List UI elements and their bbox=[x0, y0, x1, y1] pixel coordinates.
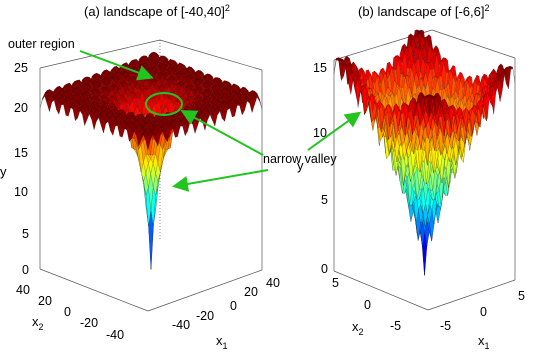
outer-region-label: outer region bbox=[8, 37, 75, 51]
panel-a-title: (a) landscape of [-40,40]2 bbox=[84, 3, 230, 19]
panel-a-x2label: x2 bbox=[32, 314, 44, 332]
x2tick-label: 5 bbox=[332, 276, 339, 290]
ytick-label: 0 bbox=[22, 263, 29, 277]
panel-b-axes-box bbox=[333, 29, 516, 311]
panel-b-ylabel: y bbox=[297, 158, 304, 173]
x1tick-label: 20 bbox=[244, 285, 258, 299]
panel-a-surface bbox=[39, 51, 263, 270]
ytick-label: 5 bbox=[321, 193, 328, 207]
narrow-valley-arrow-b bbox=[307, 111, 362, 151]
x1tick-label: -5 bbox=[440, 319, 451, 333]
ytick-label: 10 bbox=[313, 126, 327, 140]
x2tick-label: -40 bbox=[106, 328, 124, 342]
panel-b-x1ticks: -5 0 5 bbox=[440, 289, 525, 333]
ytick-label: 0 bbox=[321, 262, 328, 276]
ytick-label: 25 bbox=[14, 61, 28, 75]
surface-facet bbox=[427, 96, 433, 113]
panel-b-title: (b) landscape of [-6,6]2 bbox=[358, 3, 489, 19]
x2tick-label: 20 bbox=[38, 294, 52, 308]
valley-ring bbox=[145, 92, 183, 116]
outer-region-arrow bbox=[79, 50, 154, 81]
ytick-label: 10 bbox=[14, 185, 28, 199]
ytick-label: 20 bbox=[14, 101, 28, 115]
x2tick-label: 40 bbox=[16, 283, 30, 297]
panel-a-x1label: x1 bbox=[216, 333, 228, 351]
surface-facet bbox=[145, 133, 151, 151]
x1tick-label: -40 bbox=[172, 318, 190, 332]
x2tick-label: 0 bbox=[364, 298, 371, 312]
narrow-valley-label: narrow valley bbox=[263, 152, 337, 166]
narrow-valley-arrow-a-top bbox=[180, 110, 264, 156]
panel-a-yticks: 0 5 10 15 20 25 bbox=[14, 61, 29, 277]
panel-b-surface bbox=[333, 29, 516, 276]
ytick-label: 15 bbox=[14, 146, 28, 160]
narrow-valley-arrow-a-bottom bbox=[172, 169, 269, 192]
annotations: outer region narrow valley bbox=[8, 37, 362, 192]
x1tick-label: 0 bbox=[480, 305, 487, 319]
x2tick-label: -20 bbox=[80, 316, 98, 330]
panel-a-x2ticks: 40 20 0 -20 -40 bbox=[16, 283, 124, 342]
ytick-label: 15 bbox=[313, 61, 327, 75]
x2tick-label: -5 bbox=[390, 319, 401, 333]
ytick-label: 5 bbox=[22, 227, 29, 241]
x2tick-label: 0 bbox=[64, 305, 71, 319]
panel-b-yticks: 0 5 10 15 bbox=[313, 61, 328, 276]
x1tick-label: 40 bbox=[266, 276, 280, 290]
panel-a-x1ticks: -40 -20 0 20 40 bbox=[172, 276, 280, 332]
panel-a-ylabel: y bbox=[0, 164, 7, 179]
panel-b-x2label: x2 bbox=[352, 319, 364, 337]
panel-a: (a) landscape of [-40,40]2 0 5 10 15 20 … bbox=[0, 3, 280, 351]
panel-b-x2ticks: 5 0 -5 bbox=[332, 276, 401, 333]
x1tick-label: 0 bbox=[230, 299, 237, 313]
panel-b: (b) landscape of [-6,6]2 0 5 10 15 y 5 0… bbox=[297, 3, 525, 351]
x1tick-label: -20 bbox=[196, 309, 214, 323]
panel-b-x1label: x1 bbox=[478, 333, 490, 351]
x1tick-label: 5 bbox=[518, 289, 525, 303]
